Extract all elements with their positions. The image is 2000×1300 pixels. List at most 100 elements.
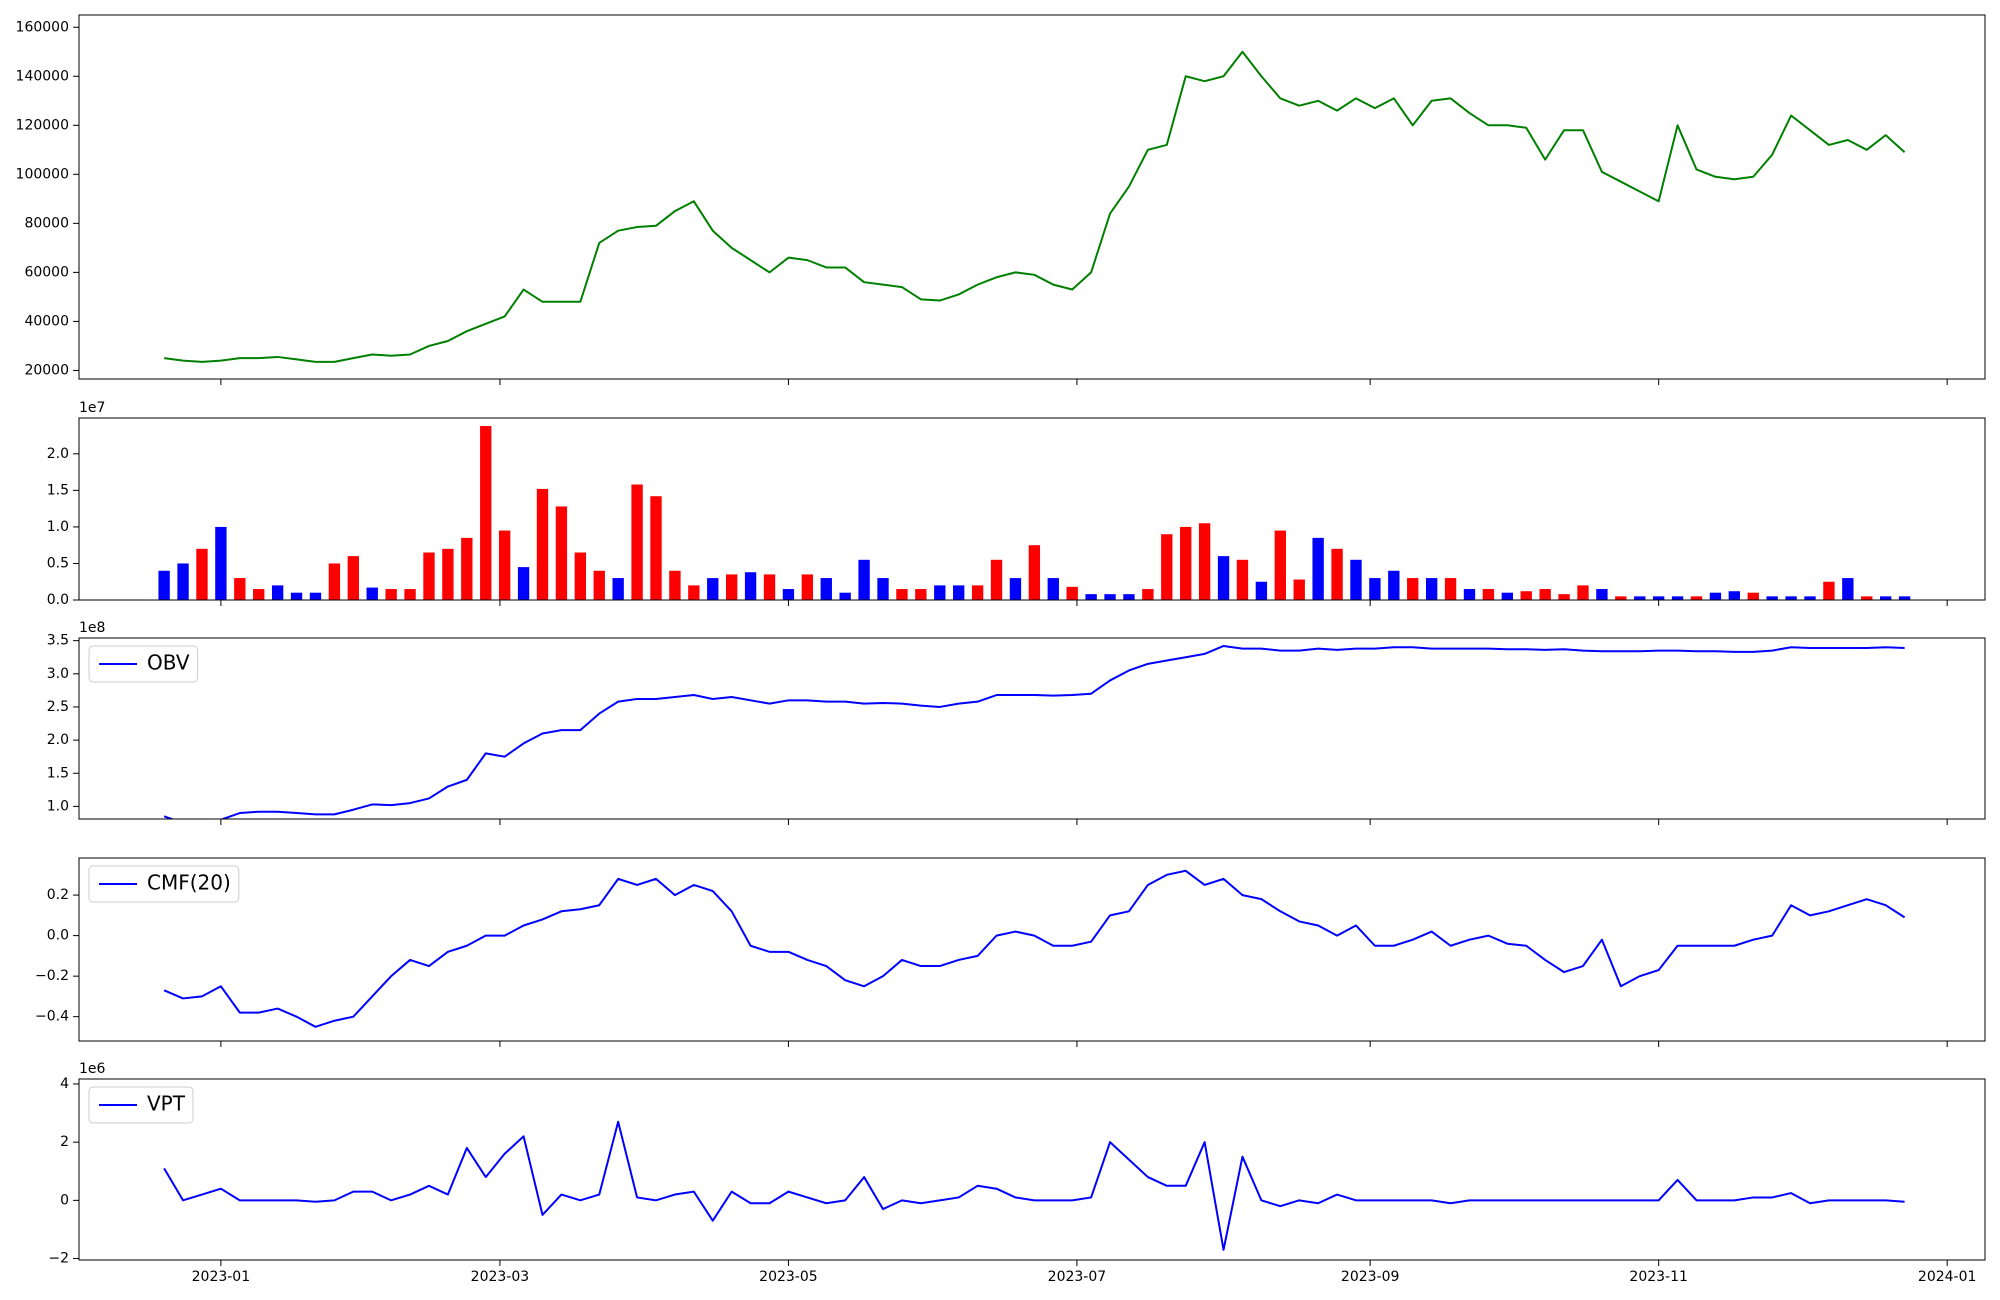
bar [1161,534,1173,600]
bar [1369,578,1381,600]
bar [1766,596,1778,600]
y-tick-label: 2.5 [47,699,69,715]
bar [839,592,851,600]
bar [1463,589,1476,600]
bar [366,587,378,600]
bar [177,563,189,600]
panel: −2 0 2 4 1e6 2023-01 2023-03 2023-05 2023-07 2023… [48,1061,1986,1285]
bar [253,589,265,600]
bar [1407,578,1419,600]
plot-area [79,1079,1985,1260]
plot-frame [78,857,1986,1042]
plot-area [79,15,1985,379]
bar [158,570,170,600]
bar [290,592,303,600]
bar [1444,578,1457,600]
bar [1236,559,1249,600]
bar [725,574,738,600]
legend: VPT [88,1086,194,1124]
y-tick-label: 1.5 [47,482,69,498]
bar [1180,526,1192,600]
y-tick-label: −2 [48,1251,69,1267]
bar [423,552,435,600]
bar [763,574,776,600]
data-line [163,1120,1905,1251]
bar [1501,592,1513,600]
bar [953,585,965,600]
bar [1671,596,1684,600]
axis-offset-label: 1e8 [79,620,105,636]
y-tick-label: 3.0 [47,666,69,682]
bar [1634,596,1646,600]
bar [877,578,889,600]
y-tick-label: 160000 [16,19,69,35]
bar [1728,591,1741,600]
y-tick-label: 100000 [16,166,69,182]
axis-offset-label: 1e6 [79,1061,106,1077]
y-tick-label: 120000 [16,117,69,133]
bar [858,559,870,600]
bar [820,578,832,600]
bar [517,567,530,600]
bar [1558,594,1570,600]
bar [1142,589,1154,600]
bar [1577,585,1589,600]
y-tick-label: 1.0 [47,519,69,535]
legend-label: CMF(20) [147,871,231,895]
bar [328,563,341,600]
bar [707,578,719,600]
bar [650,496,662,600]
bar [347,556,359,600]
plot-frame [78,637,1986,820]
x-tick-label: 2023-11 [1629,1269,1688,1285]
y-tick-label: −0.4 [35,1009,69,1025]
bar [498,530,511,600]
bar [1255,581,1268,600]
bar [1350,559,1362,600]
bar [1312,537,1324,600]
bar [1482,589,1495,600]
y-tick-label: 140000 [16,68,69,84]
y-tick-label: 0.5 [47,555,69,571]
data-line [163,869,1906,1028]
bar [1520,591,1532,600]
y-tick-label: 2.0 [47,446,69,462]
bar [688,585,700,600]
bar [1709,592,1722,600]
plot-frame [78,1078,1986,1261]
bar [1009,578,1022,600]
bar [536,488,549,600]
bar [782,589,795,600]
bar [555,506,568,600]
bar [1274,530,1286,600]
plot-frame [78,14,1986,380]
legend-box [88,865,240,903]
y-tick-label: 1.0 [47,798,69,814]
bar [990,559,1003,600]
bar [612,578,624,600]
bar [801,574,814,600]
panel: 20000 40000 60000 80000 100000 120000 140000 16… [16,14,1986,385]
bar [1615,596,1627,600]
bar [385,589,397,600]
legend-box [88,645,199,683]
bar [1880,596,1892,600]
plot-area [79,638,1985,819]
bar [896,589,908,600]
bar [1047,578,1059,600]
bar [1104,594,1116,600]
bar [574,552,587,600]
bar [1217,556,1230,600]
y-tick-label: 3.5 [47,633,69,649]
bar [1747,592,1759,600]
legend: OBV [88,645,199,683]
panel: 0.0 0.5 1.0 1.5 2.0 1e7 [47,400,1986,608]
bar [234,578,246,600]
plot-frame [78,417,1986,601]
bar [309,592,322,600]
bar [1028,545,1041,600]
bar [1388,570,1400,600]
legend: CMF(20) [88,865,240,903]
legend-label: VPT [147,1092,186,1116]
bar [1539,589,1551,600]
